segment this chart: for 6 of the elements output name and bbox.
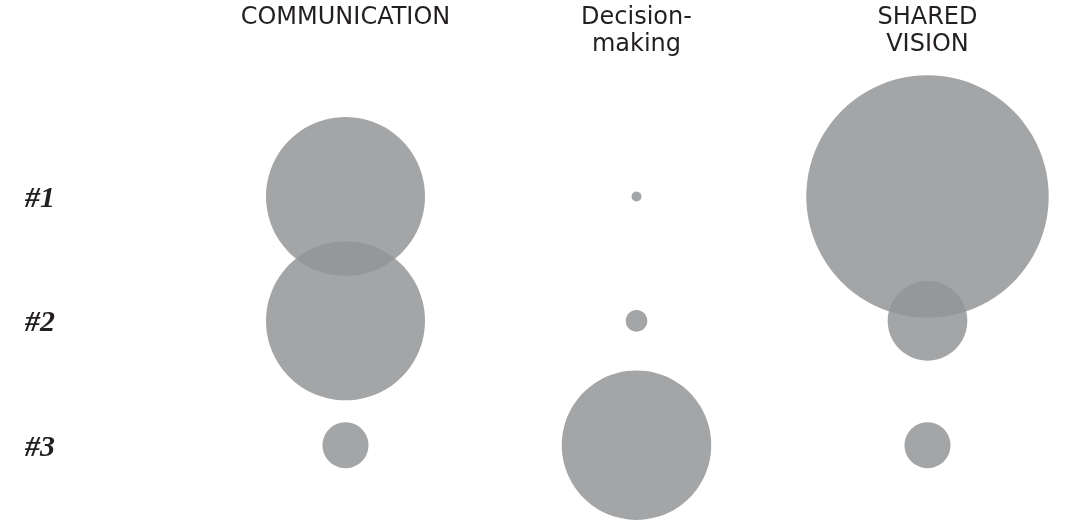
y-tick-label: #1	[24, 179, 55, 213]
x-tick-label: COMMUNICATION	[240, 1, 451, 30]
y-tick-label: #2	[24, 304, 55, 338]
x-tick-label: SHARED VISION	[877, 1, 978, 57]
y-tick-label: #3	[24, 428, 55, 462]
x-tick-label: Decision-making	[581, 1, 692, 57]
